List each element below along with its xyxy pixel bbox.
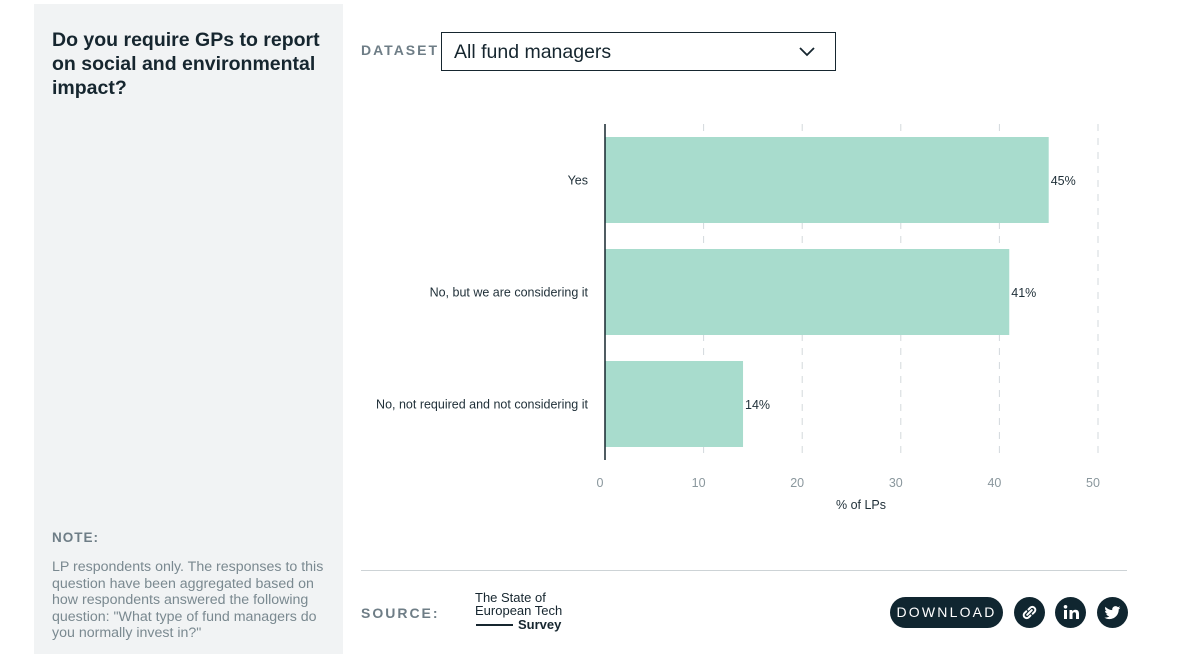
note-text: LP respondents only. The responses to th…: [52, 559, 324, 641]
x-tick-label: 20: [790, 476, 804, 490]
logo-line-1: The State of: [475, 590, 546, 605]
note-label: NOTE:: [52, 530, 99, 545]
data-label: 41%: [1011, 286, 1036, 300]
dataset-selected-value: All fund managers: [454, 41, 612, 63]
category-label: No, but we are considering it: [430, 286, 589, 300]
bar: [605, 249, 1010, 335]
x-tick-label: 40: [987, 476, 1001, 490]
dataset-dropdown[interactable]: All fund managers: [441, 32, 836, 71]
survey-logo: The State of European Tech Survey: [475, 590, 575, 634]
x-tick-label: 50: [1086, 476, 1100, 490]
source-label: SOURCE:: [361, 605, 440, 621]
question-title: Do you require GPs to report on social a…: [52, 29, 320, 99]
bar: [605, 137, 1049, 223]
copy-link-button[interactable]: [1014, 597, 1045, 628]
data-label: 14%: [745, 398, 770, 412]
link-icon: [1022, 605, 1037, 620]
bar-chart: Yes 45% No, but we are considering it 41% No…: [376, 124, 1100, 512]
x-axis-label: % of LPs: [836, 498, 886, 512]
linkedin-icon: [1063, 605, 1079, 619]
twitter-share-button[interactable]: [1097, 597, 1128, 628]
x-tick-label: 0: [597, 476, 604, 490]
footer-divider: [361, 570, 1127, 571]
logo-rule: [476, 624, 513, 626]
data-label: 45%: [1051, 174, 1076, 188]
category-label: Yes: [568, 174, 588, 188]
x-tick-label: 10: [692, 476, 706, 490]
linkedin-share-button[interactable]: [1055, 597, 1086, 628]
twitter-icon: [1104, 606, 1121, 620]
bar: [605, 361, 744, 447]
chevron-down-icon: [799, 47, 815, 57]
x-tick-label: 30: [889, 476, 903, 490]
download-button[interactable]: DOWNLOAD: [890, 597, 1003, 628]
logo-line-3: Survey: [518, 617, 562, 632]
logo-line-2: European Tech: [475, 602, 563, 618]
category-label: No, not required and not considering it: [376, 398, 588, 412]
dataset-label: DATASET: [361, 42, 440, 58]
sidebar-panel: Do you require GPs to report on social a…: [34, 4, 343, 654]
